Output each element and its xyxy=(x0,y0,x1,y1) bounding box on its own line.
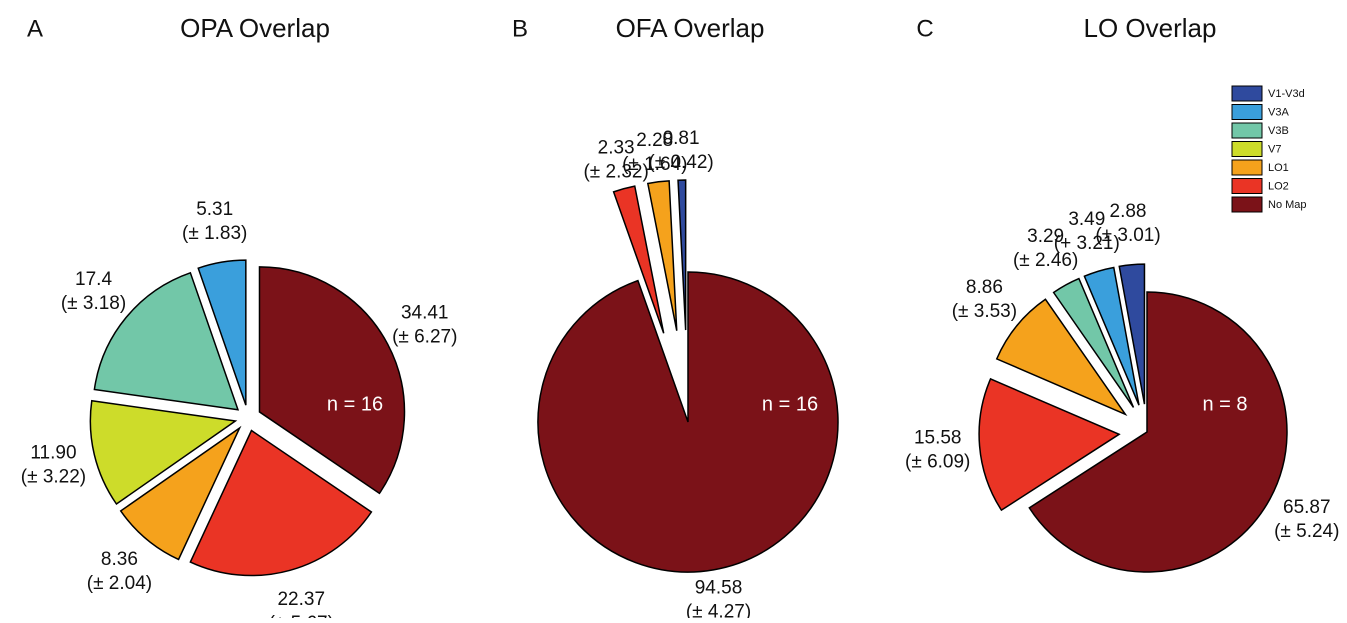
value-label: 2.88 xyxy=(1110,201,1147,222)
value-label: 0.81 xyxy=(663,128,700,149)
error-label: (± 0.42) xyxy=(648,152,713,173)
pie-slice xyxy=(189,429,373,577)
value-label: 17.4 xyxy=(75,269,112,290)
chart-title: LO Overlap xyxy=(1084,13,1217,43)
pie-slice xyxy=(93,271,240,411)
error-label: (± 6.27) xyxy=(392,326,457,347)
panel-label: B xyxy=(512,15,528,42)
legend-label: V1-V3d xyxy=(1268,88,1305,100)
error-label: (± 3.53) xyxy=(952,301,1017,322)
pie-slice xyxy=(258,266,406,495)
chart-title: OPA Overlap xyxy=(180,13,330,43)
error-label: (+ 3.21) xyxy=(1054,233,1120,254)
chart-title: OFA Overlap xyxy=(616,13,765,43)
legend-swatch xyxy=(1231,159,1263,176)
legend-swatch xyxy=(1231,141,1263,157)
n-label: n = 16 xyxy=(327,393,383,415)
pie-slice xyxy=(1118,263,1146,405)
value-label: 3.49 xyxy=(1068,209,1105,230)
legend-swatch xyxy=(1231,85,1263,102)
value-label: 8.36 xyxy=(101,549,138,570)
legend-label: V3B xyxy=(1268,125,1289,137)
pie-slice xyxy=(119,425,242,561)
pie-slice xyxy=(1028,291,1288,573)
value-label: 2.33 xyxy=(598,138,635,159)
error-label: (± 1.83) xyxy=(182,223,247,244)
pie-slice xyxy=(677,179,687,331)
value-label: 22.37 xyxy=(277,589,325,610)
error-label: (± 3.22) xyxy=(21,466,86,487)
pie-slice xyxy=(1083,266,1140,406)
pie-slice xyxy=(978,377,1121,512)
legend-swatch xyxy=(1231,178,1263,194)
n-label: n = 8 xyxy=(1202,393,1247,415)
pie-slice xyxy=(537,271,839,573)
error-label: (± 5.24) xyxy=(1274,521,1339,542)
value-label: 65.87 xyxy=(1283,497,1331,518)
pie-slice xyxy=(197,259,247,406)
error-label: (± 6.09) xyxy=(905,451,970,472)
pie-slice xyxy=(612,185,665,334)
legend-label: V3A xyxy=(1268,106,1289,118)
value-label: 94.58 xyxy=(695,577,743,598)
value-label: 8.86 xyxy=(966,277,1003,298)
error-label: (± 2.32) xyxy=(583,162,648,183)
error-label: (± 5.67) xyxy=(269,613,334,618)
error-label: (± 2.04) xyxy=(87,573,152,594)
legend-swatch xyxy=(1231,104,1263,120)
panel-label: C xyxy=(916,15,933,42)
value-label: 5.31 xyxy=(196,199,233,220)
legend-label: LO1 xyxy=(1268,162,1289,174)
error-label: (± 2.46) xyxy=(1013,250,1078,271)
error-label: (± 4.27) xyxy=(686,601,751,618)
legend-label: V7 xyxy=(1268,143,1281,155)
legend-swatch xyxy=(1231,196,1263,213)
n-label: n = 16 xyxy=(762,393,818,415)
error-label: (± 1.64) xyxy=(622,154,687,175)
pie-slice xyxy=(646,180,678,331)
value-label: 3.29 xyxy=(1027,226,1064,247)
value-label: 11.90 xyxy=(30,442,76,463)
error-label: (± 3.01) xyxy=(1095,225,1160,246)
pie-slice xyxy=(1052,277,1135,408)
pie-slice xyxy=(89,399,238,506)
error-label: (± 3.18) xyxy=(61,293,126,314)
pie-slice xyxy=(995,298,1128,417)
legend-label: LO2 xyxy=(1268,180,1289,192)
value-label: 15.58 xyxy=(914,427,962,448)
legend-swatch xyxy=(1231,122,1263,139)
value-label: 2.28 xyxy=(636,130,673,151)
legend-label: No Map xyxy=(1268,199,1307,211)
panel-label: A xyxy=(27,15,43,42)
value-label: 34.41 xyxy=(401,302,449,323)
